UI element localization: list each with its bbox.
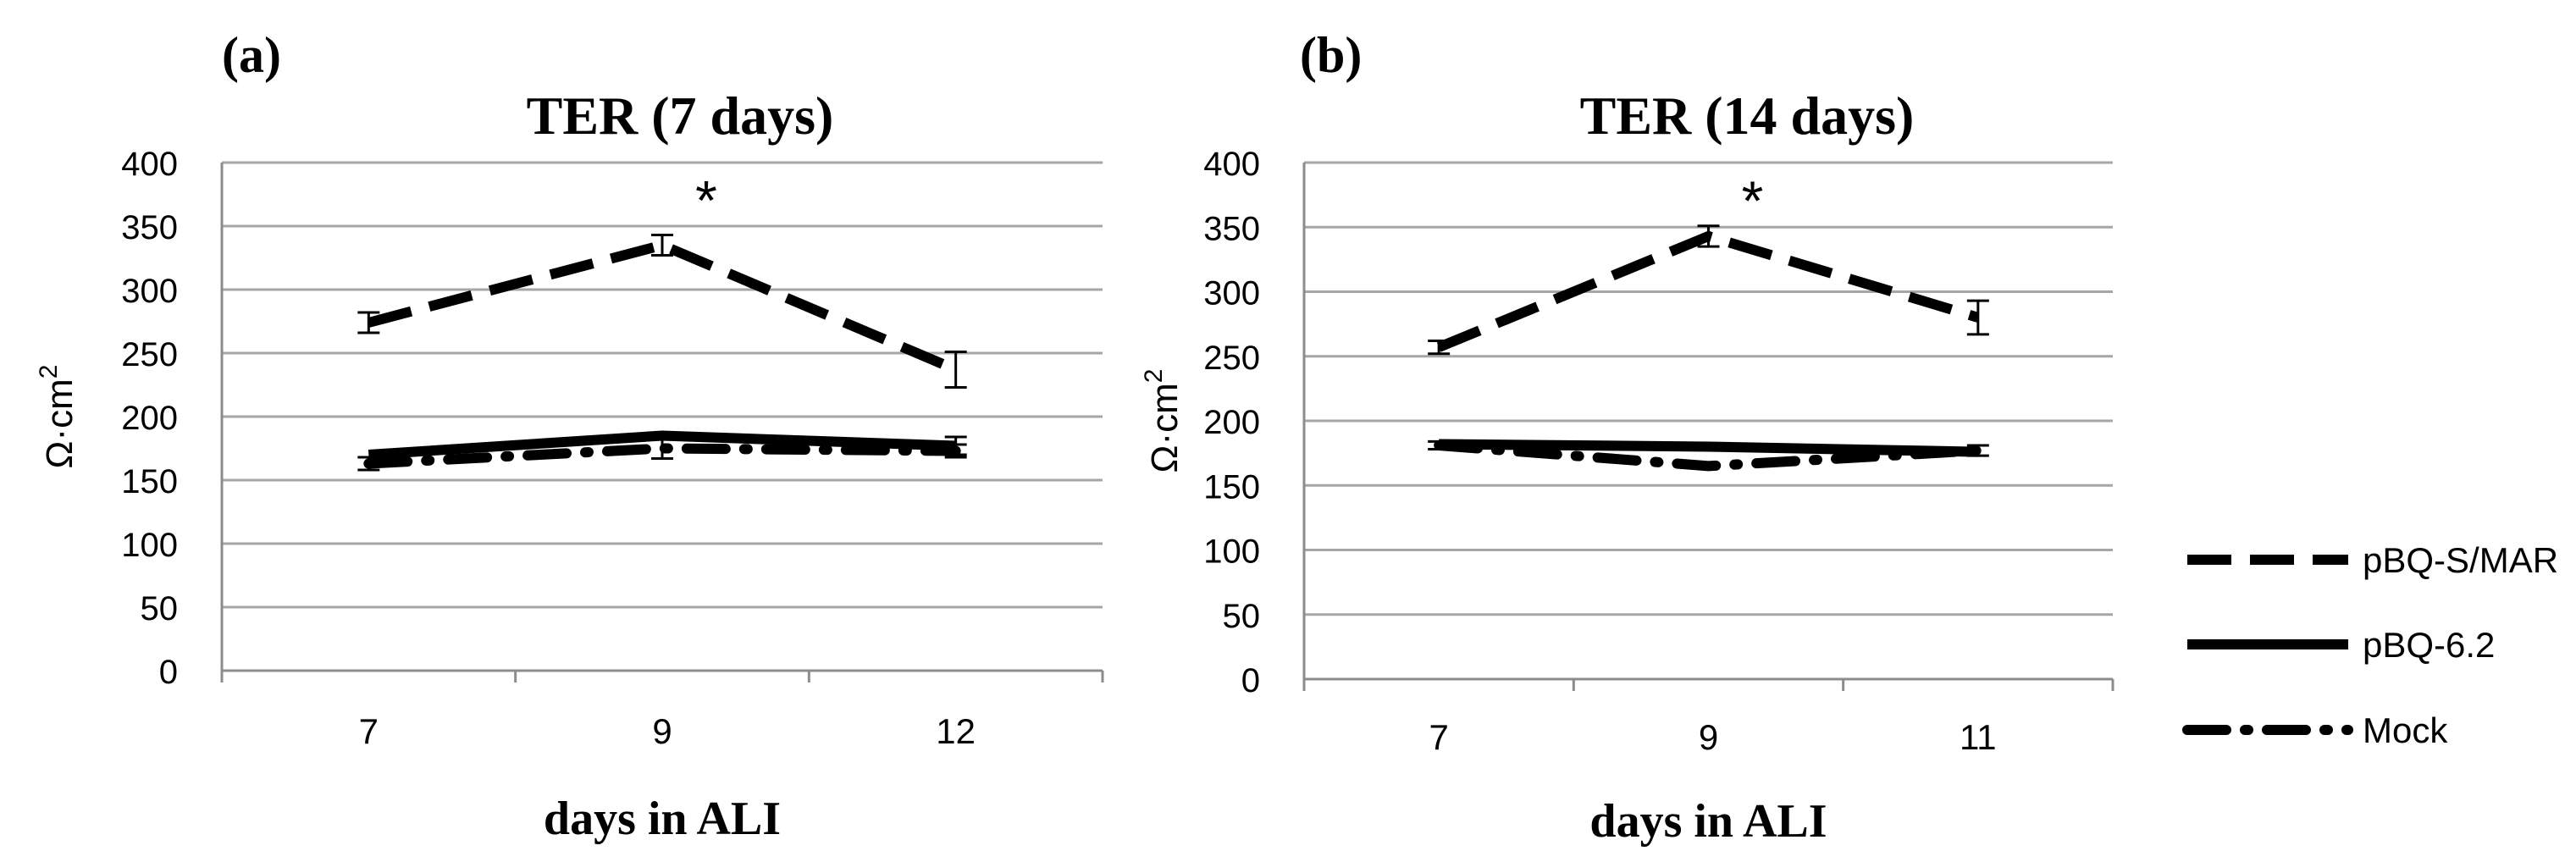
y-axis-label: Ω·cm2	[35, 365, 80, 469]
significance-asterisk: *	[1742, 169, 1764, 232]
y-tick-label: 200	[121, 400, 178, 437]
y-tick-label: 300	[1203, 275, 1260, 312]
chart-panel-b: (b) TER (14 days) 0 50 100 150 200 250 300 350 400…	[1140, 27, 2114, 848]
panel-label: (a)	[222, 27, 281, 83]
legend-label: Mock	[2363, 710, 2448, 750]
x-tick-label: 9	[652, 711, 672, 751]
y-tick-label: 200	[1203, 404, 1260, 441]
y-tick-label: 350	[121, 209, 178, 246]
y-tick-label: 50	[1223, 598, 1261, 635]
y-axis-label-text: Ω·cm	[39, 379, 80, 468]
series-line-pbq-6-2	[1439, 439, 1978, 457]
significance-asterisk: *	[695, 169, 717, 232]
chart-panel-a: (a) TER (7 days) 0 50 100 150 200 250 300 350 400 7…	[35, 27, 1104, 845]
series-line-mock	[1434, 439, 1983, 472]
y-tick-label: 150	[121, 463, 178, 500]
y-axis-label-superscript: 2	[1140, 369, 1168, 384]
series-line-pbq-s-mar	[367, 240, 959, 375]
x-tick-label: 12	[936, 711, 976, 751]
y-tick-label: 0	[159, 654, 178, 691]
y-tick-label: 100	[121, 527, 178, 564]
y-tick-label: 150	[1203, 468, 1260, 506]
y-axis-label: Ω·cm2	[1140, 369, 1186, 473]
legend: pBQ-S/MAR pBQ-6.2 Mock	[2182, 540, 2558, 750]
y-tick-label: 250	[1203, 340, 1260, 377]
x-tick-label: 9	[1699, 717, 1718, 757]
y-tick-label: 400	[1203, 146, 1260, 183]
x-tick-label: 11	[1960, 717, 1997, 757]
y-axis-label-superscript: 2	[35, 365, 63, 379]
y-tick-label: 50	[141, 590, 179, 627]
y-tick-label: 350	[1203, 210, 1260, 247]
y-tick-label: 250	[121, 336, 178, 373]
y-tick-label: 0	[1241, 662, 1260, 699]
x-tick-label: 7	[1429, 717, 1448, 757]
legend-label: pBQ-S/MAR	[2363, 540, 2558, 580]
panel-label: (b)	[1300, 27, 1362, 83]
x-axis-label: days in ALI	[544, 793, 781, 845]
y-tick-label: 400	[121, 146, 178, 183]
legend-label: pBQ-6.2	[2363, 625, 2495, 665]
x-tick-label: 7	[359, 711, 379, 751]
y-tick-label: 300	[121, 273, 178, 310]
chart-title: TER (14 days)	[1580, 86, 1915, 146]
y-axis-label-text: Ω·cm	[1144, 383, 1186, 472]
y-tick-label: 100	[1203, 533, 1260, 571]
x-axis-label: days in ALI	[1589, 795, 1827, 848]
series-line-pbq-6-2	[368, 430, 956, 460]
chart-title: TER (7 days)	[527, 86, 834, 146]
